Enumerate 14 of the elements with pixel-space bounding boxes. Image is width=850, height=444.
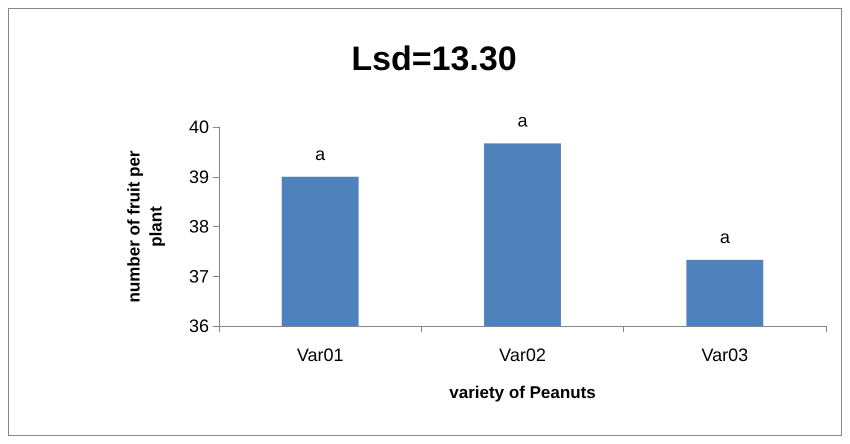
- chart-title: Lsd=13.30: [351, 40, 517, 78]
- y-axis-title: number of fruit per plant: [124, 150, 166, 303]
- data-label: a: [315, 144, 326, 164]
- data-label: a: [720, 226, 731, 247]
- x-tick-label: Var02: [499, 345, 546, 365]
- y-tick-label: 39: [188, 166, 209, 187]
- y-tick-label: 36: [188, 316, 209, 336]
- y-tick-label: 38: [188, 216, 209, 236]
- x-tick-label: Var03: [701, 345, 748, 365]
- y-tick-label: 40: [188, 117, 209, 137]
- y-tick-label: 37: [188, 266, 209, 286]
- data-label: a: [517, 110, 528, 130]
- x-axis-title: variety of Peanuts: [449, 383, 596, 402]
- x-tick-label: Var01: [296, 345, 344, 365]
